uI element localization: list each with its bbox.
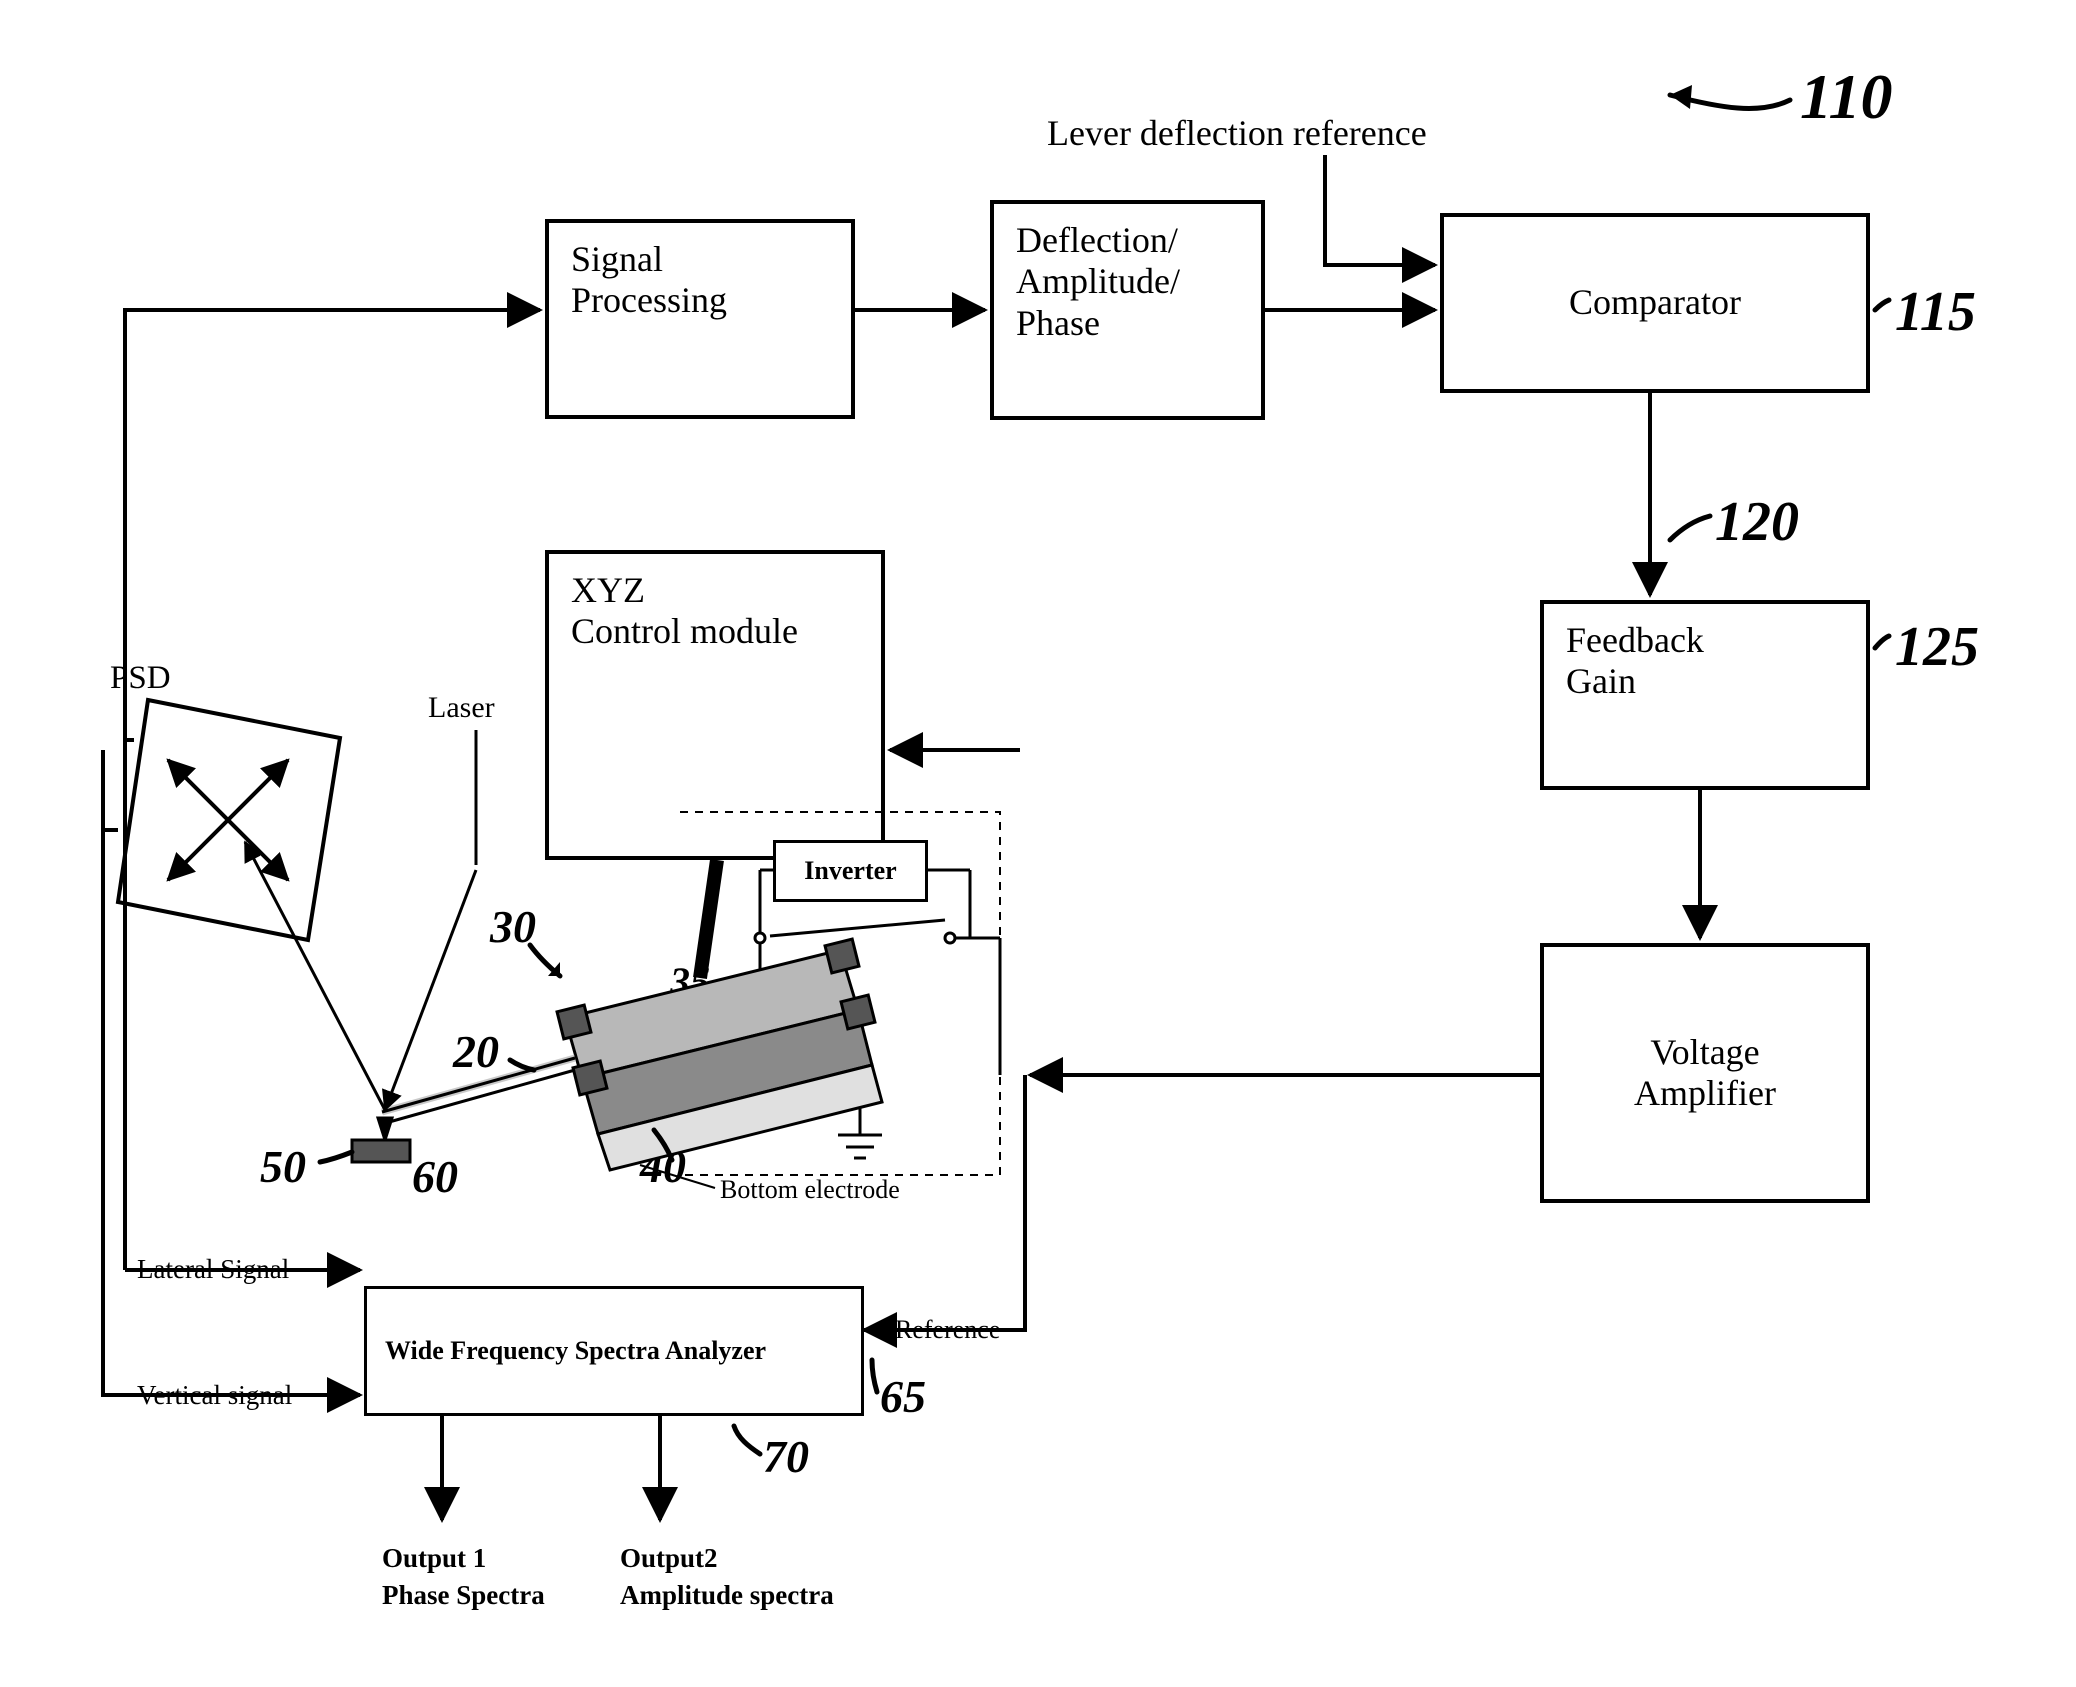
laser-beam xyxy=(245,842,476,1110)
ref-120: 120 xyxy=(1715,490,1799,554)
bottom-electrode-label: Bottom electrode xyxy=(720,1175,900,1205)
output1-title: Output 1 xyxy=(382,1543,486,1574)
ref-110: 110 xyxy=(1800,60,1892,134)
vertical-signal-label: Vertical signal xyxy=(137,1380,292,1411)
sample xyxy=(352,1140,410,1162)
output1-subtitle: Phase Spectra xyxy=(382,1580,545,1611)
dap-label: Deflection/ Amplitude/ Phase xyxy=(1016,220,1180,344)
deflection-amplitude-phase-box: Deflection/ Amplitude/ Phase xyxy=(990,200,1265,420)
wfsa-label: Wide Frequency Spectra Analyzer xyxy=(385,1336,766,1366)
ref-50: 50 xyxy=(260,1140,306,1193)
signal-processing-label: Signal Processing xyxy=(571,239,727,322)
ref-65: 65 xyxy=(880,1370,926,1423)
psd-detector xyxy=(118,700,340,940)
ref-40: 40 xyxy=(640,1140,686,1193)
ref-125: 125 xyxy=(1895,615,1979,679)
electrode-2-label: electrode 2 xyxy=(639,1044,734,1089)
ref-70: 70 xyxy=(763,1430,809,1483)
feedback-gain-label: Feedback Gain xyxy=(1566,620,1704,703)
signal-processing-box: Signal Processing xyxy=(545,219,855,419)
comparator-box: Comparator xyxy=(1440,213,1870,393)
inverter-wiring xyxy=(755,870,1000,1158)
psd-label: PSD xyxy=(110,660,171,697)
laser-label: Laser xyxy=(428,691,495,725)
lateral-signal-label: Lateral Signal xyxy=(137,1254,289,1285)
voltage-amplifier-box: Voltage Amplifier xyxy=(1540,943,1870,1203)
ref-60: 60 xyxy=(412,1150,458,1203)
xyz-label: XYZ Control module xyxy=(571,570,798,653)
output2-title: Output2 xyxy=(620,1543,718,1574)
ref-20: 20 xyxy=(453,1025,499,1078)
inverter-label: Inverter xyxy=(804,856,896,886)
reference-label: Reference xyxy=(895,1315,1000,1345)
comparator-label: Comparator xyxy=(1569,282,1741,323)
lever-deflection-reference-label: Lever deflection reference xyxy=(1047,112,1427,154)
ref-115: 115 xyxy=(1895,280,1976,344)
output2-subtitle: Amplitude spectra xyxy=(620,1580,834,1611)
feedback-gain-box: Feedback Gain xyxy=(1540,600,1870,790)
voltage-amplifier-label: Voltage Amplifier xyxy=(1634,1032,1776,1115)
inverter-box: Inverter xyxy=(773,840,928,902)
xyz-control-module-box: XYZ Control module xyxy=(545,550,885,860)
ref-35: 35 xyxy=(670,958,710,1005)
ref-30: 30 xyxy=(490,900,536,953)
wide-frequency-spectra-analyzer-box: Wide Frequency Spectra Analyzer xyxy=(364,1286,864,1416)
